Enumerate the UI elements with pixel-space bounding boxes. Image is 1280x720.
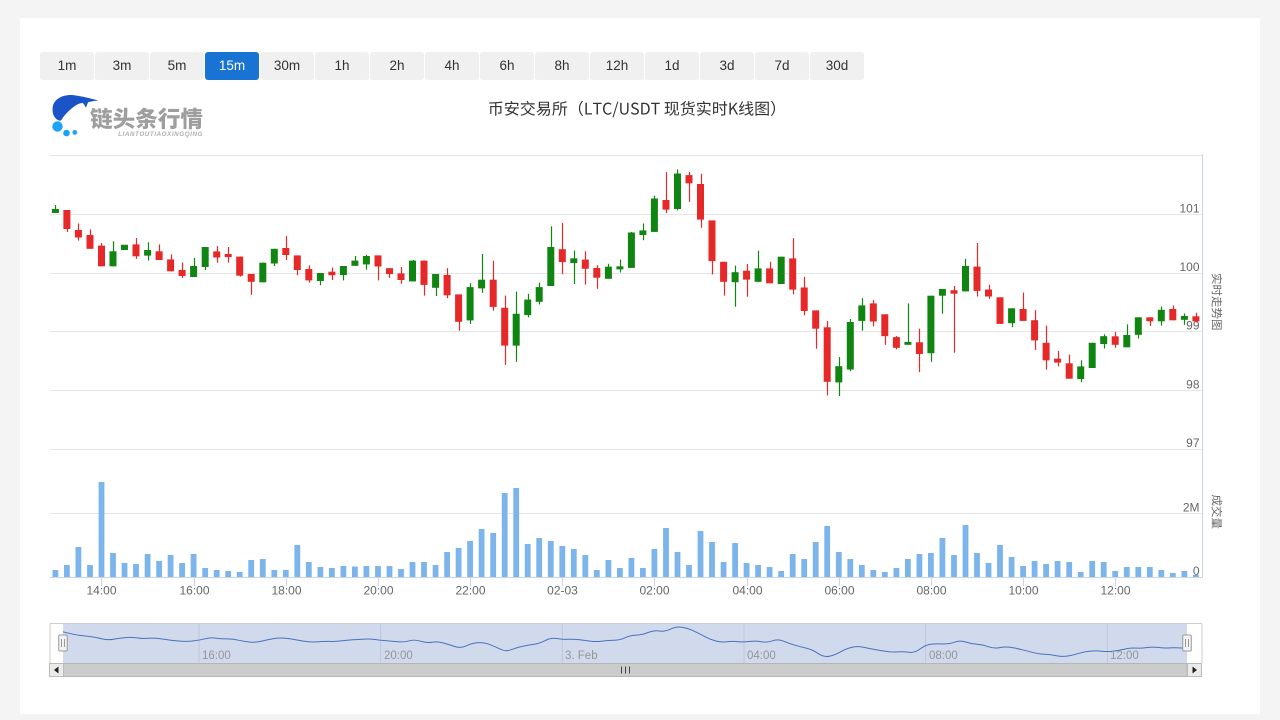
svg-text:06:00: 06:00 [824,584,854,598]
svg-text:04:00: 04:00 [732,584,762,598]
svg-text:02:00: 02:00 [639,584,669,598]
svg-text:04:00: 04:00 [747,650,776,662]
svg-text:10:00: 10:00 [1008,584,1038,598]
svg-text:20:00: 20:00 [363,584,393,598]
svg-text:20:00: 20:00 [384,650,413,662]
svg-text:02-03: 02-03 [547,584,578,598]
svg-text:14:00: 14:00 [86,584,116,598]
svg-text:16:00: 16:00 [179,584,209,598]
svg-text:100: 100 [1179,260,1199,274]
svg-text:12:00: 12:00 [1100,584,1130,598]
svg-text:97: 97 [1186,436,1200,450]
svg-text:98: 98 [1186,377,1200,391]
svg-text:3. Feb: 3. Feb [565,650,598,662]
svg-text:08:00: 08:00 [929,650,958,662]
svg-text:12:00: 12:00 [1110,650,1139,662]
svg-text:22:00: 22:00 [455,584,485,598]
svg-text:18:00: 18:00 [271,584,301,598]
svg-text:101: 101 [1179,201,1199,215]
svg-text:16:00: 16:00 [202,650,231,662]
svg-text:2M: 2M [1183,500,1200,514]
svg-text:08:00: 08:00 [916,584,946,598]
svg-text:0: 0 [1193,564,1200,578]
svg-text:LIANTOUTIAOXINGQING: LIANTOUTIAOXINGQING [118,131,203,138]
